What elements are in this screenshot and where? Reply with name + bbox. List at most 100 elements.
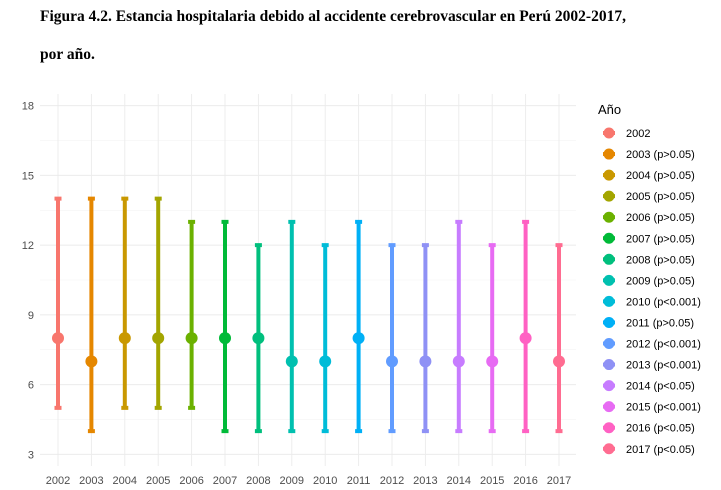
x-tick-label: 2013 [413, 475, 437, 487]
legend-key-point [603, 380, 615, 392]
median-point [452, 355, 465, 368]
legend-key-point [603, 253, 615, 265]
median-point [252, 332, 265, 345]
legend-items: 2002 2003 (p>0.05) 2004 (p>0.05) 2005 (p>0.… [603, 127, 701, 456]
y-axis: 3 6 9 12 15 18 [22, 101, 34, 462]
errorbar-2014 [452, 219, 465, 434]
legend-label: 2002 [626, 128, 650, 140]
legend-item: 2006 (p>0.05) [603, 211, 695, 224]
y-tick-label: 15 [22, 170, 34, 182]
legend-key-point [603, 401, 615, 413]
x-tick-label: 2009 [280, 475, 304, 487]
median-point [352, 332, 365, 345]
legend-item: 2016 (p<0.05) [603, 422, 695, 435]
median-point [118, 332, 131, 345]
median-point [386, 355, 398, 368]
figure-title-line2: por año. [40, 46, 95, 63]
errorbar-2006 [185, 219, 198, 410]
median-point [85, 355, 98, 368]
legend-label: 2011 (p>0.05) [626, 317, 694, 329]
x-tick-label: 2008 [246, 475, 270, 487]
legend-item: 2015 (p<0.001) [603, 401, 701, 414]
errorbar-2009 [285, 219, 298, 434]
errorbar-2011 [352, 219, 365, 434]
legend-label: 2009 (p>0.05) [626, 275, 695, 287]
legend-label: 2004 (p>0.05) [626, 170, 695, 182]
legend-key-point [603, 295, 615, 307]
legend-label: 2005 (p>0.05) [626, 191, 695, 203]
errorbar-2012 [386, 243, 398, 434]
median-point [285, 355, 298, 368]
legend-label: 2008 (p>0.05) [626, 254, 695, 266]
legend-key-point [603, 274, 615, 286]
legend-title: Año [598, 102, 621, 117]
x-tick-label: 2014 [447, 475, 471, 487]
legend-item: 2008 (p>0.05) [603, 253, 695, 266]
x-tick-label: 2017 [547, 475, 571, 487]
legend-key-point [603, 443, 615, 455]
legend-key-point [603, 148, 615, 160]
y-tick-label: 6 [28, 380, 34, 392]
legend-key-point [603, 127, 615, 139]
x-tick-label: 2015 [480, 475, 504, 487]
x-tick-label: 2006 [179, 475, 203, 487]
errorbar-2004 [118, 196, 131, 410]
series-marks [52, 196, 565, 434]
median-point [52, 332, 64, 345]
legend-item: 2014 (p<0.05) [603, 380, 695, 393]
legend: Año 2002 2003 (p>0.05) 2004 (p>0.05) 2005 (… [598, 102, 701, 456]
legend-item: 2010 (p<0.001) [603, 295, 701, 308]
errorbar-2013 [419, 243, 432, 434]
legend-label: 2016 (p<0.05) [626, 423, 695, 435]
legend-label: 2014 (p<0.05) [626, 381, 695, 393]
errorbar-2007 [219, 219, 231, 434]
legend-key-point [603, 211, 615, 223]
legend-item: 2012 (p<0.001) [603, 338, 701, 351]
legend-item: 2007 (p>0.05) [603, 232, 695, 245]
median-point [486, 355, 499, 368]
x-tick-label: 2004 [113, 475, 137, 487]
legend-item: 2011 (p>0.05) [603, 316, 694, 329]
x-tick-label: 2003 [79, 475, 103, 487]
errorbar-2016 [519, 219, 532, 434]
legend-label: 2015 (p<0.001) [626, 402, 701, 414]
errorbar-2008 [252, 243, 265, 434]
x-tick-label: 2005 [146, 475, 170, 487]
legend-item: 2017 (p<0.05) [603, 443, 695, 456]
legend-key-point [603, 316, 615, 328]
legend-label: 2013 (p<0.001) [626, 360, 701, 372]
x-tick-label: 2011 [347, 475, 371, 487]
x-tick-label: 2012 [380, 475, 404, 487]
legend-label: 2010 (p<0.001) [626, 296, 701, 308]
legend-label: 2012 (p<0.001) [626, 339, 701, 351]
x-tick-label: 2010 [313, 475, 337, 487]
legend-key-point [603, 232, 615, 244]
median-point [519, 332, 532, 345]
figure-title-line1: Figura 4.2. Estancia hospitalaria debido… [40, 8, 626, 25]
median-point [553, 355, 565, 368]
errorbar-2003 [85, 196, 98, 434]
median-point [319, 355, 332, 368]
legend-item: 2003 (p>0.05) [603, 148, 695, 161]
y-tick-label: 3 [28, 449, 34, 461]
legend-label: 2003 (p>0.05) [626, 149, 695, 161]
errorbar-2002 [52, 196, 64, 410]
y-tick-label: 12 [22, 240, 34, 252]
legend-item: 2004 (p>0.05) [603, 169, 695, 182]
legend-label: 2017 (p<0.05) [626, 444, 695, 456]
legend-item: 2009 (p>0.05) [603, 274, 695, 287]
median-point [219, 332, 231, 345]
x-tick-label: 2016 [513, 475, 537, 487]
errorbar-2015 [486, 243, 499, 434]
legend-key-point [603, 422, 615, 434]
y-tick-label: 9 [28, 310, 34, 322]
legend-item: 2005 (p>0.05) [603, 190, 695, 203]
median-point [185, 332, 198, 345]
legend-item: 2013 (p<0.001) [603, 359, 701, 372]
y-tick-label: 18 [22, 101, 34, 113]
median-point [152, 332, 165, 345]
legend-key-point [603, 190, 615, 202]
median-point [419, 355, 432, 368]
x-tick-label: 2007 [213, 475, 237, 487]
